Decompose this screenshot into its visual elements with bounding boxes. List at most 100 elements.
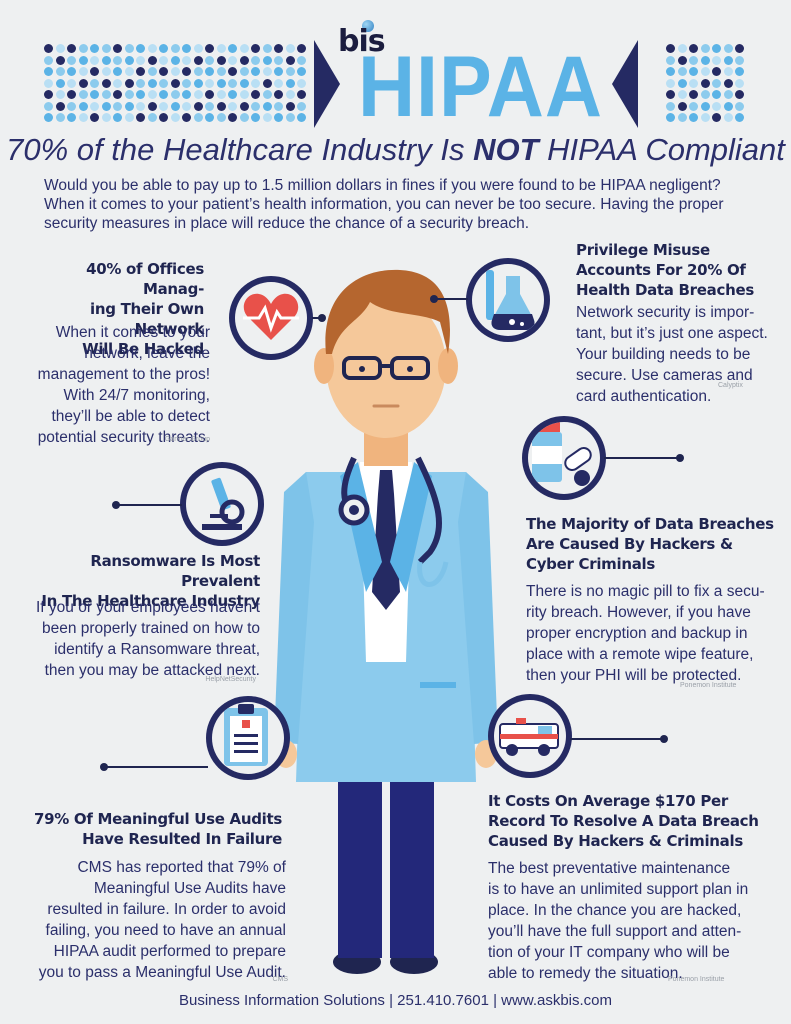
network-title: 40% of Offices Manag- ing Their Own Netw… [82,260,204,358]
intro-paragraph: Would you be able to pay up to 1.5 milli… [44,177,724,232]
audits-source: CMS [272,976,288,983]
decorative-dot [124,78,134,88]
decorative-dot [297,44,306,53]
decorative-dot [216,55,226,65]
decorative-dot [90,78,99,88]
decorative-dot [689,67,698,76]
decorative-dot [274,101,283,111]
decorative-dot [78,78,88,88]
decorative-dot [101,55,111,65]
decorative-dot [228,113,237,122]
decorative-dot [170,101,180,111]
decorative-dot [147,55,157,65]
network-body: When it comes to your network, leave the… [37,324,210,446]
decorative-dot [677,67,687,76]
decorative-dot [113,67,122,76]
footer-contact: Business Information Solutions | 251.410… [178,992,613,1009]
hackers-source: Ponemon Institute [680,682,737,689]
decorative-dot [735,67,744,76]
decorative-dot [182,101,191,111]
decorative-dot [170,55,180,65]
audits-body: CMS has reported that 79% of Meaningful … [38,859,286,981]
decorative-dot [228,78,237,88]
decorative-dot [124,55,134,65]
decorative-dot [228,90,237,99]
decorative-dot [689,90,698,99]
decorative-dot [712,78,721,88]
decorative-dot [666,55,675,65]
decorative-dot [228,44,237,53]
hackers-body: There is no magic pill to fix a secu- ri… [526,583,765,684]
decorative-dot [712,55,721,65]
decorative-dot [170,90,180,99]
decorative-dot [239,67,249,76]
decorative-dot [216,101,226,111]
decorative-dot [170,78,180,88]
decorative-dot [689,78,698,88]
decorative-dot [677,101,687,111]
decorative-dot [262,101,272,111]
decorative-dot [677,44,687,53]
decorative-dot [159,90,168,99]
decorative-dot [251,78,260,88]
decorative-dot [78,67,88,76]
decorative-dot [55,67,65,76]
decorative-dot [159,101,168,111]
decorative-dot [182,44,191,53]
ransomware-source: HelpNetSecurity [205,676,256,683]
decorative-dot [677,78,687,88]
decorative-dot [159,78,168,88]
decorative-dot [274,55,283,65]
decorative-dot [723,90,733,99]
decorative-dot [113,55,122,65]
decorative-dot [239,55,249,65]
decorative-dot [182,113,191,122]
arrow-left-icon [612,40,638,128]
decorative-dot [67,101,76,111]
ransomware-body: If you or your employees haven’t been pr… [35,599,260,679]
decorative-dot [147,67,157,76]
decorative-dot [239,44,249,53]
hackers-title: The Majority of Data Breaches Are Caused… [526,515,774,573]
decorative-dot [677,90,687,99]
decorative-dot [216,67,226,76]
decorative-dot [712,44,721,53]
decorative-dot [735,78,744,88]
arrow-right-icon [314,40,340,128]
decorative-dot [666,44,675,53]
decorative-dot [297,113,306,122]
doctor-illustration [274,269,498,974]
decorative-dot [297,101,306,111]
decorative-dot [735,90,744,99]
decorative-dot [193,44,203,53]
decorative-dot [78,55,88,65]
decorative-dot [55,44,65,53]
decorative-dot [159,113,168,122]
decorative-dot [159,67,168,76]
decorative-dot [239,78,249,88]
decorative-dot [44,44,53,53]
decorative-dot [170,67,180,76]
decorative-dot [285,78,295,88]
page-title: HIPAA [358,39,603,135]
decorative-dot [700,44,710,53]
decorative-dot [205,67,214,76]
decorative-dot [55,113,65,122]
decorative-dot [44,113,53,122]
decorative-dot [700,55,710,65]
ambulance-icon [488,694,572,778]
decorative-dot [251,101,260,111]
decorative-dot [712,90,721,99]
decorative-dot [44,55,53,65]
decorative-dot [101,44,111,53]
decorative-dot [55,90,65,99]
decorative-dot [239,113,249,122]
decorative-dot [251,67,260,76]
decorative-dot [251,113,260,122]
decorative-dot [113,44,122,53]
decorative-dot [193,78,203,88]
dot-pattern-right [666,44,748,122]
decorative-dot [55,78,65,88]
decorative-dot [90,90,99,99]
decorative-dot [262,67,272,76]
